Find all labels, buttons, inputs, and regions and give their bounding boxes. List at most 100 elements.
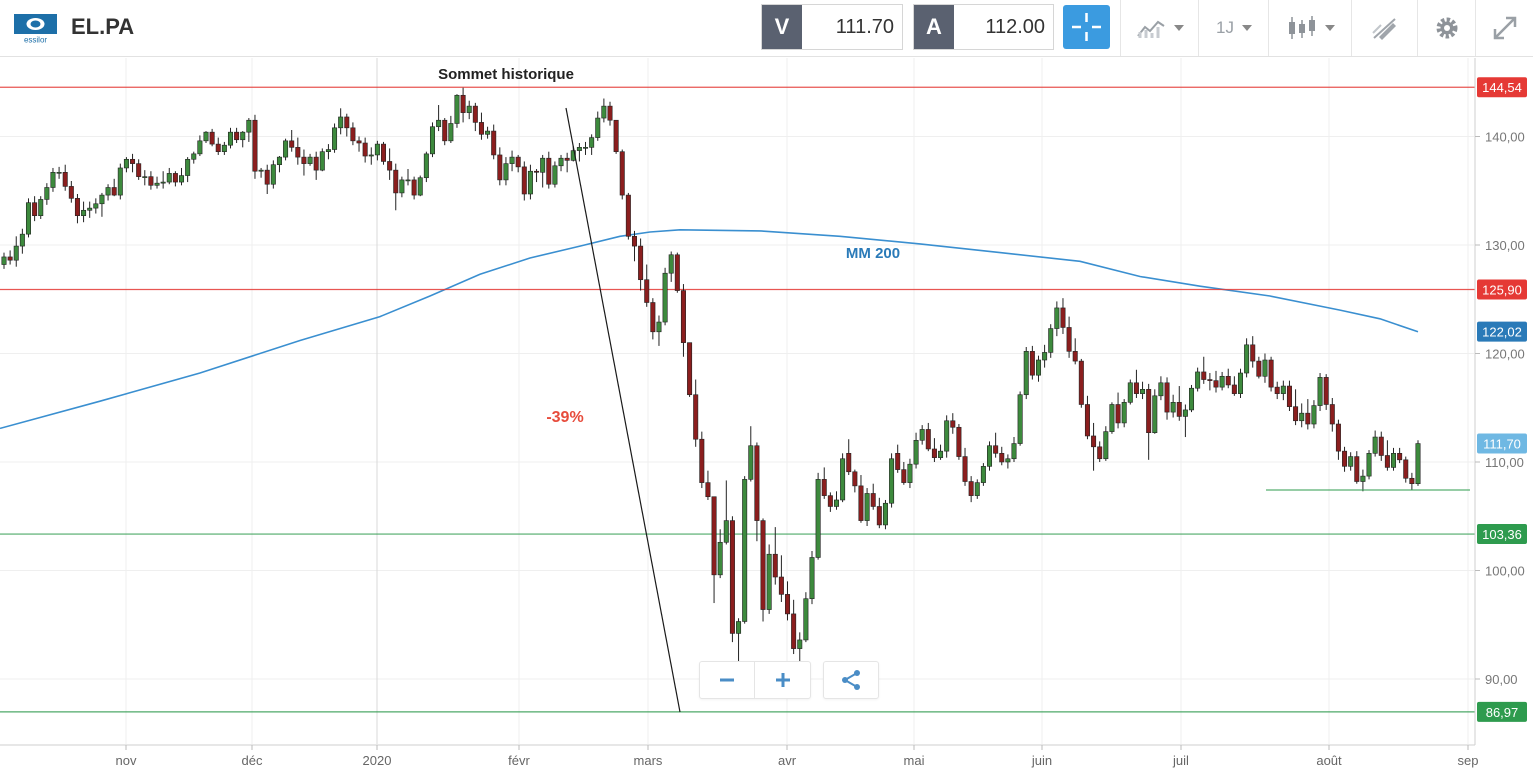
- candle-up: [938, 450, 944, 458]
- period-dropdown[interactable]: 1J: [1198, 0, 1269, 56]
- candle-up: [81, 209, 87, 217]
- candle-up: [203, 131, 209, 142]
- candle-down: [546, 157, 552, 185]
- peak-annotation: Sommet historique: [438, 66, 574, 83]
- candle-down: [693, 394, 699, 440]
- candle-up: [368, 154, 374, 157]
- candle-down: [1084, 404, 1090, 437]
- candle-up: [1189, 387, 1195, 411]
- candle-up: [1005, 458, 1011, 463]
- candle-down: [607, 105, 613, 121]
- chart-type-dropdown[interactable]: [1120, 0, 1199, 56]
- candle-up: [503, 163, 509, 181]
- x-tick-label: mars: [634, 753, 663, 768]
- candle-up: [509, 156, 515, 164]
- candle-up: [1311, 405, 1317, 425]
- candle-up: [558, 157, 564, 167]
- candle-down: [827, 495, 833, 507]
- candle-down: [1213, 380, 1219, 388]
- x-tick-label: juin: [1031, 753, 1052, 768]
- candle-up: [160, 181, 166, 184]
- candle-down: [1231, 384, 1237, 394]
- y-tick-label: 90,00: [1485, 672, 1518, 687]
- candle-up: [258, 169, 264, 172]
- candle-down: [821, 479, 827, 496]
- candle-down: [362, 142, 368, 157]
- candle-down: [350, 127, 356, 142]
- candle-up: [736, 621, 742, 634]
- x-tick-label: sep: [1458, 753, 1479, 768]
- candle-up: [1, 256, 7, 265]
- candle-down: [754, 445, 760, 521]
- candle-style-dropdown[interactable]: [1268, 0, 1352, 56]
- candle-up: [1237, 372, 1243, 394]
- candle-down: [1066, 327, 1072, 352]
- candle-down: [993, 445, 999, 454]
- candle-down: [901, 469, 907, 483]
- price-level-label: 86,97: [1486, 705, 1519, 720]
- candle-up: [980, 466, 986, 483]
- candle-down: [460, 94, 466, 113]
- candle-up: [240, 131, 246, 141]
- zoom-in-button[interactable]: [755, 662, 810, 698]
- sell-quote[interactable]: V 111.70: [761, 4, 903, 50]
- x-tick-label: août: [1316, 753, 1342, 768]
- candle-up: [1121, 402, 1127, 424]
- candle-up: [1244, 344, 1250, 374]
- x-tick-label: avr: [778, 753, 797, 768]
- candle-down: [295, 147, 301, 158]
- gear-icon: [1436, 17, 1458, 39]
- sell-price: 111.70: [835, 16, 894, 38]
- candle-down: [301, 156, 307, 164]
- candle-down: [631, 236, 637, 247]
- candle-down: [1274, 386, 1280, 394]
- candle-down: [950, 420, 956, 428]
- candle-up: [833, 499, 839, 507]
- candle-up: [589, 137, 595, 148]
- drawing-tools-button[interactable]: [1351, 0, 1418, 56]
- candle-up: [1360, 475, 1366, 482]
- candle-down: [1378, 436, 1384, 456]
- crosshair-button[interactable]: [1063, 5, 1110, 49]
- x-tick-label: nov: [116, 753, 137, 768]
- candle-down: [711, 496, 717, 576]
- candle-down: [778, 576, 784, 595]
- buy-quote[interactable]: A 112.00: [913, 4, 1054, 50]
- candle-down: [387, 161, 393, 171]
- expand-icon: [1493, 16, 1517, 40]
- candle-down: [1091, 435, 1097, 448]
- pen-tool-icon: [1372, 18, 1396, 40]
- candle-down: [1286, 385, 1292, 407]
- candle-up: [454, 94, 460, 124]
- share-button[interactable]: [823, 661, 879, 699]
- candle-down: [472, 105, 478, 123]
- candle-down: [772, 553, 778, 578]
- candle-down: [234, 131, 240, 141]
- candle-up: [325, 149, 331, 152]
- candle-up: [191, 153, 197, 160]
- price-tag-label: 111,70: [1483, 437, 1521, 452]
- zoom-out-button[interactable]: [700, 662, 755, 698]
- x-tick-label: déc: [242, 753, 263, 768]
- candle-up: [117, 167, 123, 196]
- candle-up: [864, 493, 870, 521]
- fullscreen-button[interactable]: [1475, 0, 1533, 56]
- candle-down: [1201, 371, 1207, 380]
- candle-down: [1078, 360, 1084, 405]
- price-chart[interactable]: Sommet historique -39% MM 200 90,00 100,0…: [0, 57, 1533, 777]
- candle-down: [289, 140, 295, 148]
- candle-up: [576, 147, 582, 151]
- line-chart-icon: [1137, 20, 1165, 38]
- candle-down: [515, 156, 521, 168]
- candle-down: [729, 520, 735, 634]
- price-level-tag: [1477, 77, 1527, 98]
- price-level-tag: [1477, 701, 1527, 722]
- candle-up: [1103, 431, 1109, 460]
- candle-up: [1415, 443, 1421, 484]
- candle-down: [74, 198, 80, 217]
- candle-down: [1268, 359, 1274, 388]
- candle-up: [166, 173, 172, 183]
- settings-button[interactable]: [1417, 0, 1476, 56]
- candle-up: [1140, 389, 1146, 394]
- candle-up: [1317, 377, 1323, 406]
